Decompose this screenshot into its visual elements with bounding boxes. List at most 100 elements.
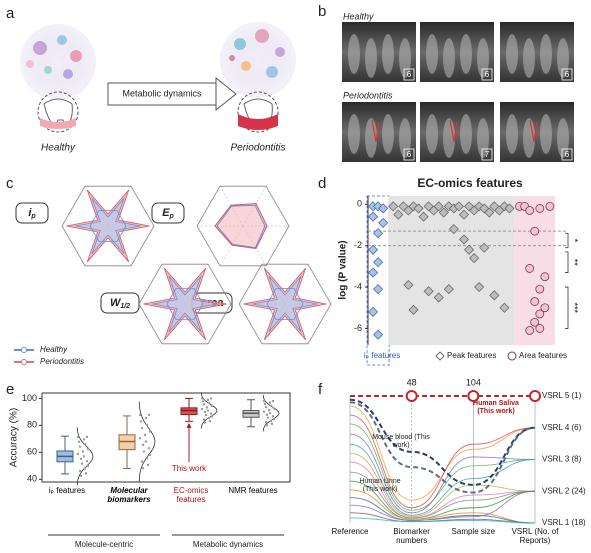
jitter-dot bbox=[200, 397, 204, 400]
point bbox=[525, 206, 535, 215]
jitter-dot bbox=[265, 413, 269, 416]
row-label: Healthy bbox=[343, 11, 374, 21]
jitter-dot bbox=[203, 410, 207, 414]
point bbox=[499, 302, 510, 313]
y-tick-label: -4 bbox=[354, 281, 362, 291]
tooth-shadow bbox=[460, 34, 472, 74]
chart-title: EC-omics features bbox=[417, 176, 523, 190]
marker bbox=[529, 390, 541, 402]
point bbox=[484, 207, 495, 218]
jitter-dot bbox=[80, 462, 84, 465]
jitter-dot bbox=[201, 400, 205, 403]
point bbox=[535, 284, 545, 294]
jitter-dot bbox=[206, 398, 210, 402]
jitter-dot bbox=[145, 457, 149, 460]
jitter-dot bbox=[202, 403, 206, 406]
point bbox=[463, 201, 475, 212]
jitter-dot bbox=[269, 419, 273, 423]
point bbox=[535, 309, 545, 319]
illustration-a bbox=[20, 22, 296, 133]
tooth-shadow bbox=[557, 38, 569, 78]
radar-title-main: i bbox=[28, 207, 32, 219]
radar-title: Ep bbox=[162, 207, 174, 220]
group-label: Metabolic dynamics bbox=[193, 540, 263, 549]
legend-marker bbox=[507, 351, 517, 361]
x-tick-label: Molecular biomarkers bbox=[107, 486, 151, 504]
jitter-dot bbox=[82, 438, 86, 441]
jitter-dot bbox=[142, 450, 146, 453]
point bbox=[469, 253, 480, 264]
radar-legend bbox=[14, 347, 34, 365]
marker bbox=[467, 390, 480, 402]
jitter-dot bbox=[271, 399, 275, 403]
jitter-dot bbox=[82, 455, 86, 458]
point bbox=[540, 272, 550, 282]
image-label: 6 bbox=[407, 150, 412, 159]
jitter-dot bbox=[268, 401, 272, 404]
y-axis-title: log (P value) bbox=[338, 240, 349, 299]
series-label: Human Saliva (This work) bbox=[473, 400, 519, 415]
image-label-box bbox=[403, 148, 415, 161]
level-label: VSRL 1 (18) bbox=[542, 518, 586, 527]
point bbox=[413, 203, 424, 214]
y-tick-label: 40 bbox=[27, 474, 37, 484]
point bbox=[408, 201, 419, 212]
line bbox=[349, 480, 536, 520]
radar-ring bbox=[266, 287, 304, 321]
jitter-dot bbox=[272, 407, 276, 410]
line bbox=[349, 414, 536, 509]
highlight-line bbox=[349, 398, 536, 486]
tooth-shadow bbox=[443, 38, 455, 78]
level-label: VSRL 5 (1) bbox=[542, 391, 582, 400]
jitter-dot bbox=[83, 467, 87, 470]
significance-bracket bbox=[565, 251, 569, 273]
point bbox=[474, 281, 485, 293]
jitter-dot bbox=[138, 413, 142, 417]
y-tick-label: -2 bbox=[354, 240, 362, 250]
jitter-dot bbox=[262, 399, 266, 403]
periodontitis-label: Periodontitis bbox=[230, 143, 285, 154]
point bbox=[525, 326, 535, 335]
point bbox=[433, 292, 444, 303]
jitter-dot bbox=[83, 443, 87, 446]
point bbox=[448, 224, 459, 235]
jitter-dot bbox=[86, 447, 90, 451]
legend-label: Healthy bbox=[40, 345, 68, 354]
jitter-dot bbox=[86, 464, 90, 468]
tooth-shadow bbox=[523, 38, 535, 78]
jitter-dot bbox=[85, 460, 89, 463]
jitter-dot bbox=[266, 416, 270, 419]
tooth-shadow bbox=[540, 114, 552, 154]
point bbox=[463, 244, 475, 255]
y-tick-label: 80 bbox=[27, 420, 37, 430]
plot-frame bbox=[41, 392, 291, 483]
jitter-dot bbox=[207, 401, 211, 405]
radar-title-sub: p bbox=[169, 213, 175, 220]
jitter-dot bbox=[85, 435, 89, 439]
jitter-dot bbox=[202, 418, 206, 421]
point bbox=[540, 303, 550, 313]
jitter-dot bbox=[81, 450, 85, 453]
significance-bracket bbox=[565, 286, 569, 329]
point bbox=[530, 317, 540, 327]
tooth-shadow bbox=[477, 118, 489, 158]
line bbox=[349, 490, 536, 521]
highlight-line bbox=[349, 401, 536, 494]
point bbox=[458, 234, 470, 245]
tooth-shadow bbox=[460, 114, 472, 154]
jitter-dot bbox=[262, 410, 266, 413]
jitter-dot bbox=[76, 435, 80, 439]
series-label: Human Urine (This work) bbox=[359, 478, 401, 493]
radar-title: W1/2 bbox=[110, 297, 130, 310]
jitter-dot bbox=[210, 415, 214, 418]
tooth-shadow bbox=[477, 38, 489, 78]
axis-top-label: 104 bbox=[466, 377, 481, 387]
tooth-shadow bbox=[540, 34, 552, 74]
jitter-dot bbox=[139, 420, 143, 423]
radar-shape bbox=[152, 275, 218, 333]
line bbox=[349, 497, 536, 524]
y-axis-title: Accuracy (%) bbox=[9, 408, 20, 467]
jitter-dot bbox=[143, 433, 147, 437]
